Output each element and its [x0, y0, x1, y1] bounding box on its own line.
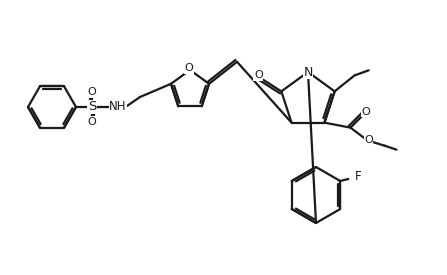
Text: O: O	[88, 87, 97, 97]
Text: O: O	[364, 135, 373, 145]
Text: N: N	[304, 65, 313, 78]
Text: S: S	[88, 100, 96, 114]
Text: O: O	[254, 70, 263, 80]
Text: O: O	[88, 117, 97, 127]
Text: O: O	[361, 107, 370, 117]
Text: NH: NH	[109, 100, 127, 114]
Text: F: F	[355, 170, 362, 183]
Text: O: O	[185, 63, 194, 73]
